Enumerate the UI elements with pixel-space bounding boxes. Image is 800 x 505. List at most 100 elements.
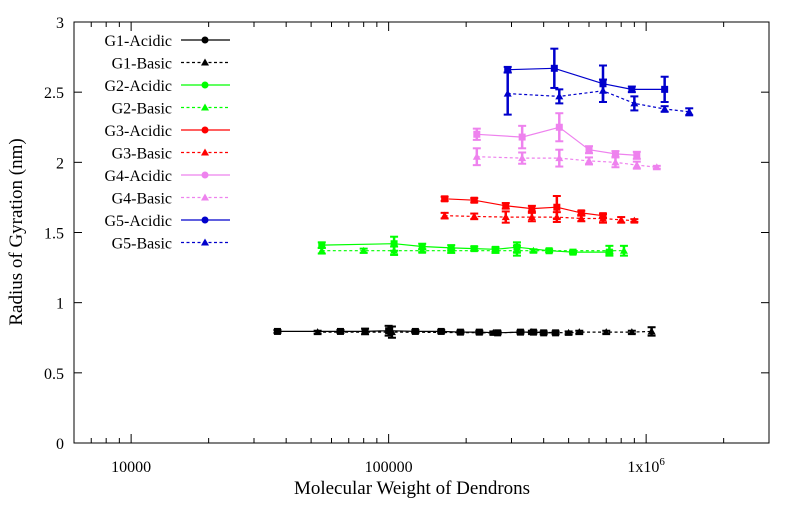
series-line: [476, 126, 637, 156]
legend-label: G4-Acidic: [104, 168, 172, 185]
legend-marker: [201, 36, 209, 44]
data-point: [577, 214, 586, 222]
data-point: [553, 203, 561, 211]
data-point: [575, 328, 584, 336]
data-point: [660, 105, 669, 113]
data-point: [529, 246, 538, 254]
legend-label: G2-Basic: [112, 101, 172, 118]
data-point: [494, 329, 502, 337]
x-axis-label: Molecular Weight of Dendrons: [294, 478, 530, 499]
data-point: [473, 130, 481, 138]
legend-marker: [201, 103, 209, 111]
series-g3-basic: [440, 210, 639, 224]
y-tick-label: 1.5: [44, 226, 64, 243]
series-line: [321, 243, 610, 253]
legend-marker: [201, 238, 209, 246]
data-point: [470, 212, 479, 220]
series-g4-basic: [472, 147, 661, 171]
data-point: [518, 154, 527, 162]
y-axis-label: Radius of Gyration (nm): [6, 138, 27, 325]
data-point: [516, 328, 524, 336]
data-point: [273, 327, 281, 335]
data-point: [611, 150, 619, 158]
data-point: [336, 327, 344, 335]
data-point: [555, 154, 564, 162]
x-tick-label: 1x106: [627, 456, 665, 476]
data-point: [585, 146, 593, 154]
y-tick-label: 3: [56, 15, 64, 32]
data-point: [552, 213, 561, 221]
series-g4-acidic: [472, 112, 641, 160]
legend-marker: [201, 171, 209, 179]
data-point: [619, 246, 628, 254]
series-line: [507, 90, 690, 113]
data-point: [447, 246, 456, 254]
data-point: [472, 152, 481, 160]
data-point: [502, 202, 510, 210]
axes-layer: 0 0.5 1 1.5 2 2.5 3 10000 100000 1x106: [44, 15, 770, 476]
data-point: [564, 328, 573, 336]
legend-label: G5-Acidic: [104, 213, 172, 230]
data-point: [390, 246, 399, 254]
data-point: [630, 99, 639, 107]
data-point: [602, 328, 611, 336]
data-point: [385, 327, 393, 335]
y-tick-label: 1: [56, 296, 64, 313]
data-point: [685, 107, 694, 115]
legend-label: G4-Basic: [112, 191, 172, 208]
x-tick-label: 10000: [111, 459, 151, 476]
y-tick-label: 0: [56, 436, 64, 453]
data-point: [489, 328, 498, 336]
data-point: [527, 328, 536, 336]
series-g3-acidic: [440, 195, 608, 220]
data-point: [550, 64, 558, 72]
data-point: [628, 85, 636, 93]
legend-marker: [201, 126, 209, 134]
legend-marker: [201, 148, 209, 156]
data-point: [555, 92, 564, 100]
data-point: [390, 240, 398, 248]
legend-marker: [201, 81, 209, 89]
series-g2-basic: [317, 244, 628, 257]
data-point: [456, 328, 464, 336]
data-point: [527, 213, 536, 221]
series-line: [476, 156, 657, 168]
data-point: [441, 195, 449, 203]
data-point: [569, 248, 577, 256]
data-point: [630, 216, 639, 224]
y-tick-label: 2: [56, 155, 64, 172]
data-point: [627, 328, 636, 336]
data-point: [518, 133, 526, 141]
data-point: [599, 86, 608, 94]
data-point: [359, 246, 368, 254]
legend-label: G5-Basic: [112, 236, 172, 253]
series-layer: [273, 47, 694, 339]
data-point: [599, 214, 608, 222]
data-point: [585, 156, 594, 164]
data-point: [647, 327, 656, 335]
data-point: [317, 246, 326, 254]
data-point: [470, 196, 478, 204]
data-point: [411, 327, 419, 335]
legend-label: G3-Basic: [112, 146, 172, 163]
data-point: [437, 327, 445, 335]
data-point: [555, 123, 563, 131]
series-g5-acidic: [503, 47, 669, 103]
data-point: [387, 328, 396, 336]
legend-label: G2-Acidic: [104, 78, 172, 95]
data-point: [440, 211, 449, 219]
y-tick-label: 0.5: [44, 366, 64, 383]
data-point: [418, 246, 427, 254]
data-point: [318, 241, 326, 249]
data-point: [418, 243, 426, 251]
legend-label: G1-Acidic: [104, 33, 172, 50]
data-point: [577, 209, 585, 217]
legend-label: G1-Basic: [112, 56, 172, 73]
data-point: [501, 213, 510, 221]
data-point: [503, 89, 512, 97]
data-point: [528, 205, 536, 213]
series-line: [507, 67, 665, 91]
y-tick-label: 2.5: [44, 85, 64, 102]
legend: G1-Acidic G1-Basic G2-Acidic G2-Basic G3-Aci…: [104, 33, 230, 253]
